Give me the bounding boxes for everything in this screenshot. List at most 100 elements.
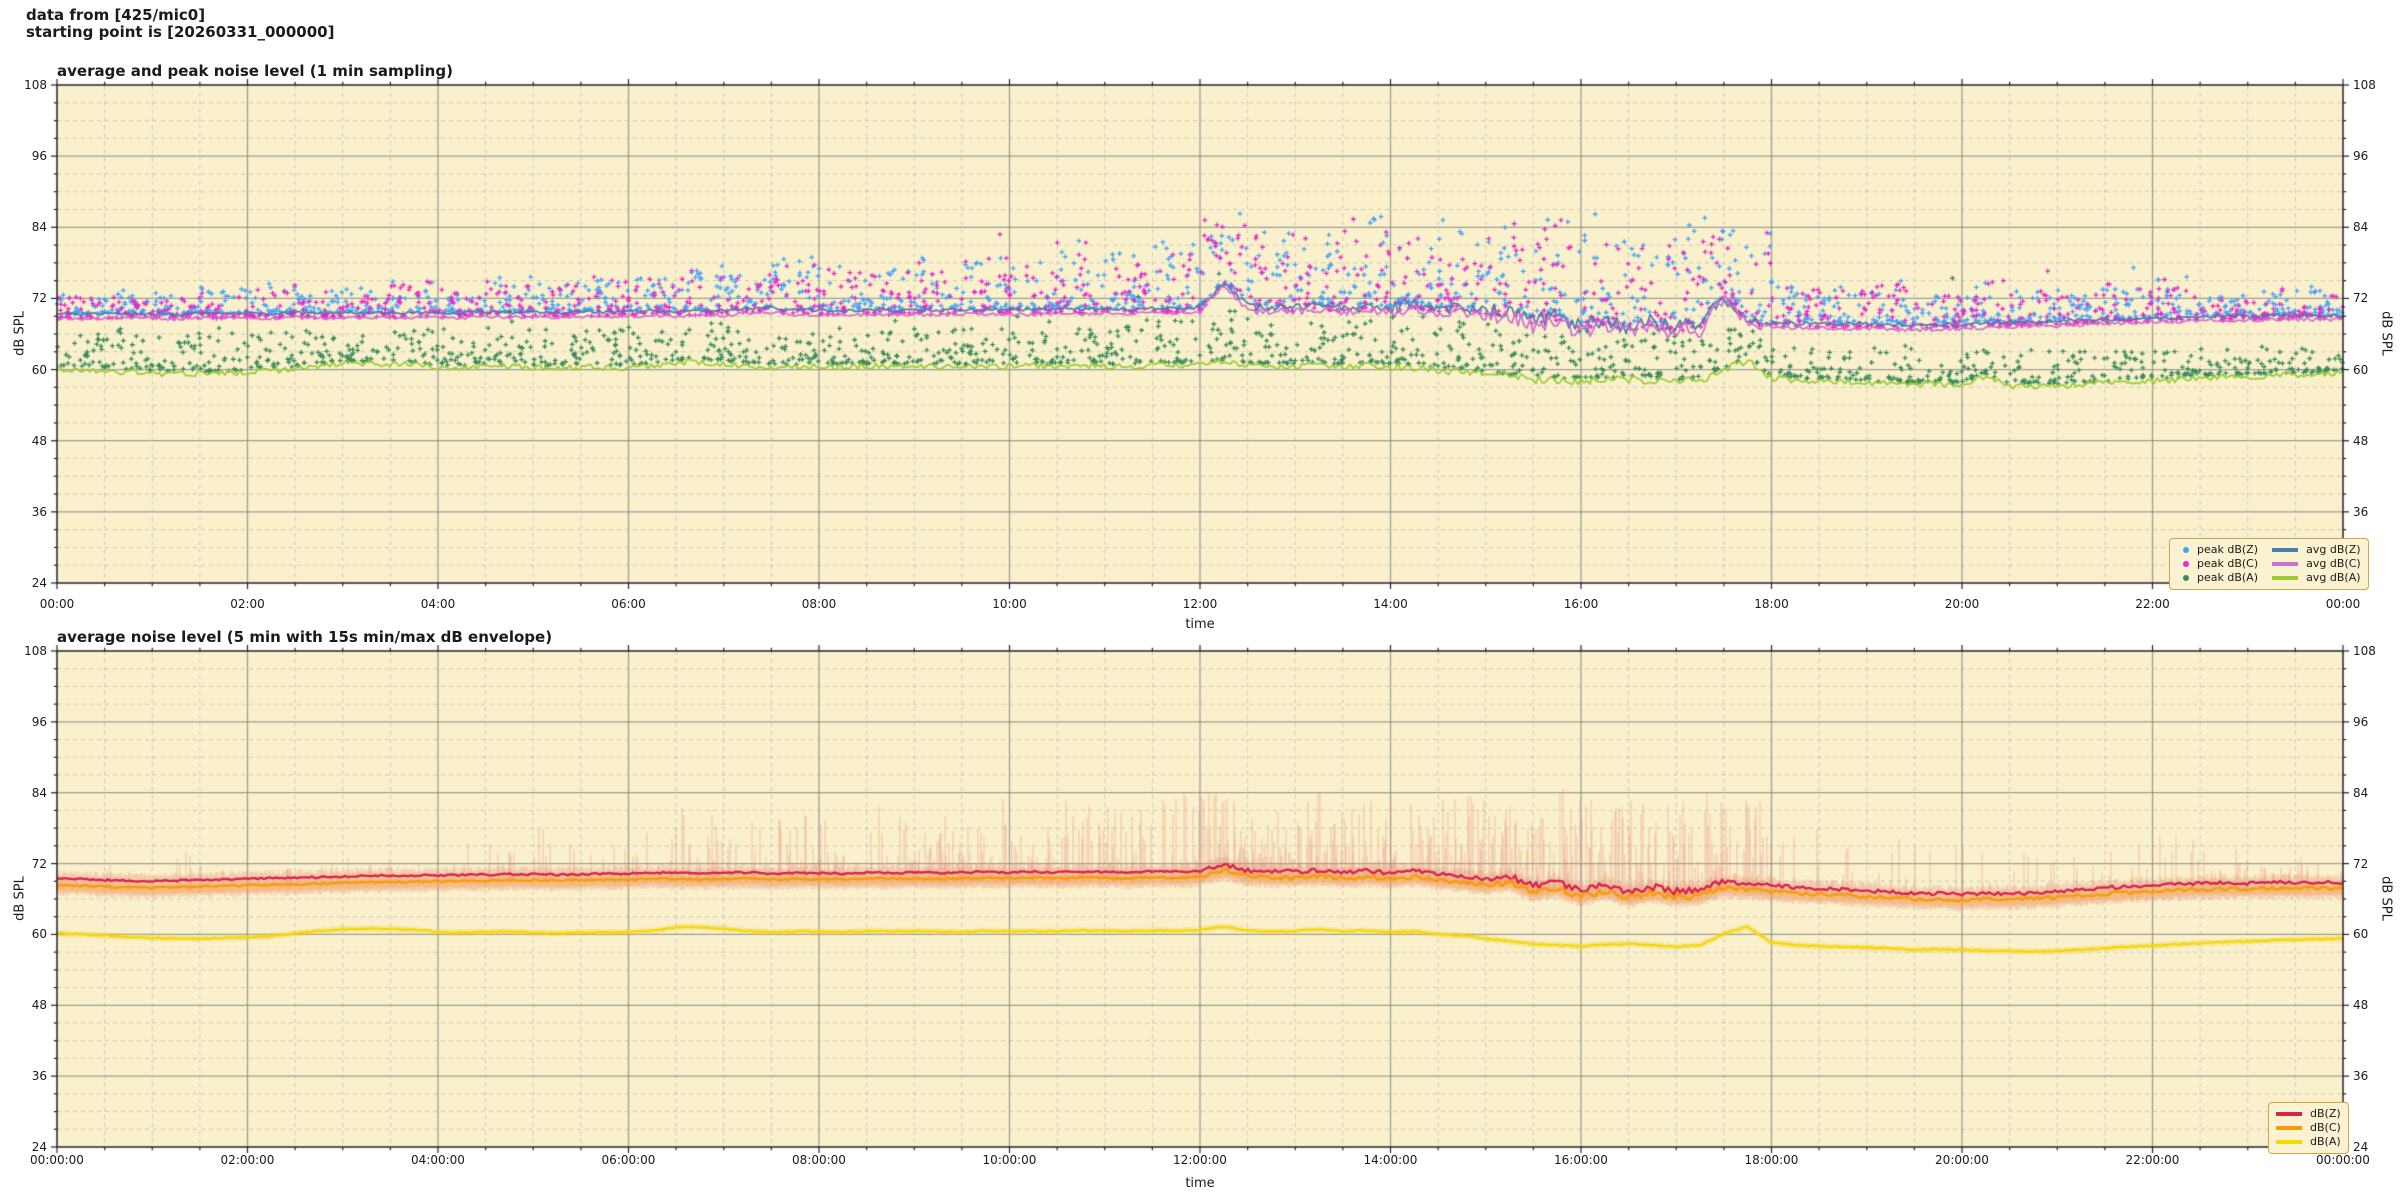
y-tick-label-right: 96 (2353, 149, 2369, 164)
legend-entry-label: peak dB(A) (2197, 571, 2258, 584)
x-tick-label: 00:00:00 (2316, 1153, 2370, 1167)
x-tick-label: 16:00:00 (1554, 1153, 1608, 1167)
x-tick-label: 10:00 (992, 597, 1027, 611)
chart2-plot-canvas (40, 641, 2360, 1157)
legend-entry: peak dB(Z) (2177, 544, 2258, 556)
x-tick-label: 14:00 (1373, 597, 1408, 611)
y-tick-label-left: 72 (31, 291, 47, 306)
y-tick-label-left: 96 (31, 714, 47, 729)
x-tick-label: 10:00:00 (982, 1153, 1037, 1167)
y-tick-label-right: 72 (2353, 856, 2369, 871)
x-tick-label: 00:00 (2325, 597, 2361, 611)
legend-line-swatch (2272, 576, 2299, 580)
y-tick-label-left: 84 (31, 220, 47, 235)
legend-entry: dB(C) (2276, 1122, 2341, 1134)
x-tick-label: 06:00 (611, 597, 646, 611)
x-tick-label: 04:00:00 (411, 1153, 465, 1167)
y-tick-label-left: 24 (31, 576, 47, 590)
chart1-plot-canvas (40, 75, 2360, 595)
legend-column: peak dB(Z) peak dB(C) peak dB(A) (2177, 543, 2258, 585)
y-tick-label-right: 36 (2353, 504, 2369, 519)
x-tick-label: 12:00 (1182, 597, 1218, 611)
legend-marker-swatch (2183, 561, 2189, 567)
y-tick-label-left: 36 (31, 1069, 47, 1084)
y-tick-label-left: 36 (31, 504, 47, 519)
legend-entry-label: peak dB(C) (2197, 557, 2259, 570)
x-tick-label: 12:00:00 (1173, 1153, 1227, 1167)
chart2-xaxis-label: time (1185, 1176, 1215, 1191)
x-tick-label: 22:00 (2135, 597, 2170, 611)
y-tick-label-left: 48 (31, 998, 47, 1013)
x-tick-label: 06:00:00 (601, 1153, 656, 1167)
legend-entry: avg dB(Z) (2272, 544, 2361, 556)
y-tick-label-right: 96 (2353, 714, 2369, 729)
legend-column: avg dB(Z) avg dB(C) avg dB(A) (2272, 543, 2361, 585)
chart1-yaxis-label-right: dB SPL (2378, 311, 2394, 356)
x-tick-label: 08:00:00 (792, 1153, 846, 1167)
y-tick-label-right: 108 (2353, 644, 2376, 658)
legend-line-swatch (2276, 1126, 2302, 1130)
y-tick-label-left: 60 (31, 927, 47, 942)
y-tick-label-left: 108 (24, 644, 47, 658)
y-tick-label-right: 48 (2353, 433, 2369, 448)
y-tick-label-left: 48 (31, 433, 47, 448)
x-tick-label: 14:00:00 (1363, 1153, 1418, 1167)
x-tick-label: 02:00 (230, 597, 265, 611)
x-tick-label: 22:00:00 (2125, 1153, 2180, 1167)
x-tick-label: 04:00 (420, 597, 456, 611)
y-tick-label-right: 108 (2353, 78, 2376, 92)
y-tick-label-left: 108 (24, 78, 47, 92)
y-tick-label-left: 96 (31, 149, 47, 164)
header-line-1: data from [425/mic0] (26, 6, 206, 24)
legend-column: dB(Z) dB(C) dB(A) (2276, 1107, 2341, 1149)
legend-line-swatch (2272, 548, 2299, 552)
legend-line-swatch (2276, 1112, 2302, 1116)
legend-entry: dB(Z) (2276, 1108, 2341, 1120)
y-tick-label-right: 84 (2353, 785, 2369, 800)
legend-entry-label: avg dB(Z) (2306, 543, 2361, 556)
x-tick-label: 00:00 (39, 597, 75, 611)
x-tick-label: 18:00:00 (1744, 1153, 1799, 1167)
legend-entry-label: dB(Z) (2310, 1107, 2341, 1120)
legend-entry: dB(A) (2276, 1136, 2341, 1148)
legend-marker-swatch (2183, 575, 2189, 581)
legend-entry-label: peak dB(Z) (2197, 543, 2259, 556)
legend-entry-label: avg dB(A) (2306, 571, 2361, 584)
y-tick-label-right: 72 (2353, 291, 2369, 306)
legend-entry-label: dB(A) (2310, 1135, 2341, 1148)
x-tick-label: 02:00:00 (220, 1153, 275, 1167)
y-tick-label-right: 60 (2353, 927, 2369, 942)
legend-marker-swatch (2183, 547, 2189, 553)
y-tick-label-left: 72 (31, 856, 47, 871)
x-tick-label: 16:00 (1563, 597, 1599, 611)
header-line-2: starting point is [20260331_000000] (26, 23, 335, 41)
legend-entry-label: avg dB(C) (2306, 557, 2361, 570)
y-tick-label-right: 36 (2353, 1069, 2369, 1084)
legend-entry: avg dB(A) (2272, 572, 2361, 584)
chart2-yaxis-label-right: dB SPL (2378, 876, 2394, 921)
y-tick-label-right: 24 (2353, 1140, 2369, 1154)
x-tick-label: 18:00 (1754, 597, 1789, 611)
legend-entry-label: dB(C) (2310, 1121, 2341, 1134)
x-tick-label: 08:00 (801, 597, 837, 611)
chart1-legend: peak dB(Z) peak dB(C) peak dB(A) avg dB(Z) a… (2169, 538, 2369, 590)
chart1-xaxis-label: time (1185, 617, 1215, 632)
x-tick-label: 00:00:00 (30, 1153, 84, 1167)
y-tick-label-left: 60 (31, 362, 47, 377)
legend-entry: avg dB(C) (2272, 558, 2361, 570)
chart2-yaxis-label-left: dB SPL (12, 876, 28, 921)
legend-line-swatch (2276, 1140, 2302, 1144)
chart2-legend: dB(Z) dB(C) dB(A) (2268, 1102, 2349, 1154)
x-tick-label: 20:00:00 (1935, 1153, 1989, 1167)
y-tick-label-right: 84 (2353, 220, 2369, 235)
x-tick-label: 20:00 (1944, 597, 1980, 611)
y-tick-label-right: 60 (2353, 362, 2369, 377)
legend-entry: peak dB(A) (2177, 572, 2258, 584)
y-tick-label-right: 48 (2353, 998, 2369, 1013)
y-tick-label-left: 84 (31, 785, 47, 800)
chart1-yaxis-label-left: dB SPL (12, 311, 28, 356)
legend-line-swatch (2272, 562, 2299, 566)
y-tick-label-left: 24 (31, 1140, 47, 1154)
legend-entry: peak dB(C) (2177, 558, 2258, 570)
